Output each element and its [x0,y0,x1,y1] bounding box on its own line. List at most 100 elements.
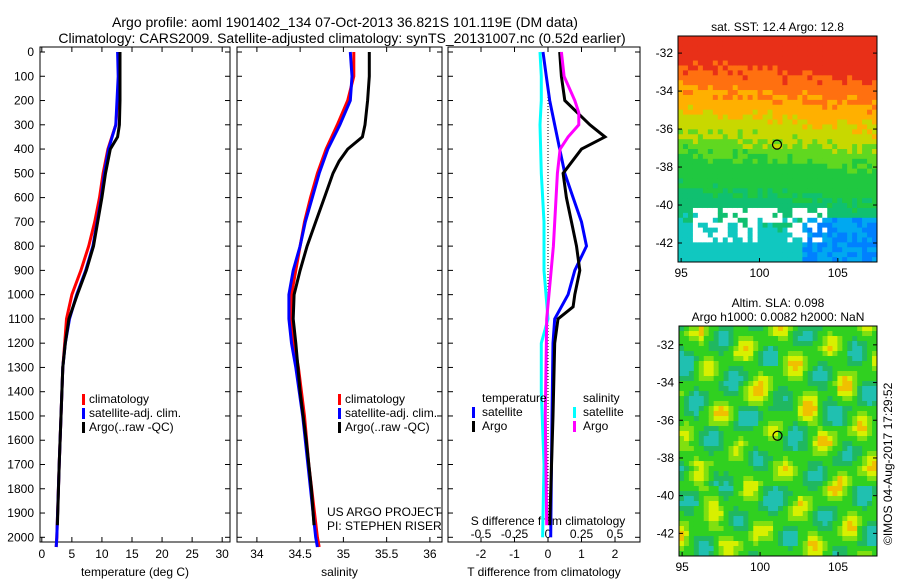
map-cell [723,441,729,447]
map-cell [787,521,794,527]
map-cell [802,94,808,101]
map-cell [812,139,818,145]
map-cell [747,207,754,214]
map-cell [792,371,799,377]
map-cell [792,50,798,57]
map-cell [693,401,700,407]
map-cell [762,183,769,189]
map-cell [703,401,710,407]
map-cell [703,526,710,532]
map-cell [832,129,838,135]
map-cell [679,371,685,377]
map-cell [842,217,848,224]
map-cell [857,139,863,145]
map-cell [867,257,873,263]
map-cell [797,65,803,71]
map-cell [807,198,813,204]
map-cell [832,351,838,357]
map-cell [713,506,720,512]
map-cell [717,207,724,214]
map-cell [782,212,788,219]
map-cell [717,252,724,258]
map-cell [867,496,873,502]
map-cell [872,551,878,557]
map-cell [787,496,794,502]
map-cell [732,119,739,125]
map-cell [687,50,694,57]
map-cell [837,536,843,542]
map-cell [787,466,794,472]
map-cell [832,149,838,155]
map-cell [753,506,759,512]
map-cell [767,40,774,47]
map-cell [683,506,690,512]
map-cell [727,242,734,248]
map-cell [787,80,793,86]
map-cell [687,99,694,106]
map-cell [847,366,853,372]
map-cell [792,436,799,442]
map-cell [777,252,783,258]
map-cell [687,60,694,66]
map-cell [792,451,799,457]
map-cell [679,361,685,367]
map-cell [782,516,789,522]
map-cell [697,144,704,150]
map-cell [862,511,868,517]
map-cell [787,436,794,442]
map-cell [738,371,744,377]
map-cell [682,124,689,130]
map-cell [708,426,715,432]
map-cell [847,203,853,209]
map-cell [842,212,848,219]
map-cell [687,168,694,175]
map-cell [679,326,685,332]
map-cell [792,227,798,234]
map-cell [817,252,823,258]
map-cell [732,50,739,57]
map-cell [747,70,754,76]
map-cell [732,217,739,224]
map-cell [683,331,690,337]
map-cell [758,346,764,352]
map-cell [752,212,759,219]
map-cell [747,124,754,130]
map-cell [797,99,803,106]
map-cell [772,139,778,145]
map-cell [872,60,878,66]
map-cell [822,351,828,357]
map-cell [872,114,878,121]
map-cell [787,506,794,512]
map-cell [767,75,774,81]
map-cell [693,511,700,517]
map-cell [698,481,705,487]
map-cell [703,366,710,372]
map-cell [767,247,774,253]
map-cell [738,526,744,532]
map-cell [678,144,684,150]
map-cell [708,471,715,477]
map-cell [717,163,724,170]
map-cell [787,526,794,532]
map-cell [679,426,685,432]
map-cell [768,471,774,477]
map-cell [752,232,759,238]
map-cell [752,198,759,204]
map-cell [692,119,699,125]
map-cell [852,40,858,47]
map-cell [757,158,764,165]
map-cell [872,496,878,502]
map-cell [743,406,749,412]
map-cell [768,451,774,457]
map-cell [842,163,848,170]
map-cell [773,491,779,497]
map-cell [832,222,838,229]
map-cell [792,381,799,387]
map-cell [752,242,759,248]
map-cell [782,391,789,397]
map-cell [867,45,873,52]
map-cell [792,193,798,199]
map-cell [832,521,838,527]
map-cell [718,506,725,512]
map-cell [862,242,868,248]
